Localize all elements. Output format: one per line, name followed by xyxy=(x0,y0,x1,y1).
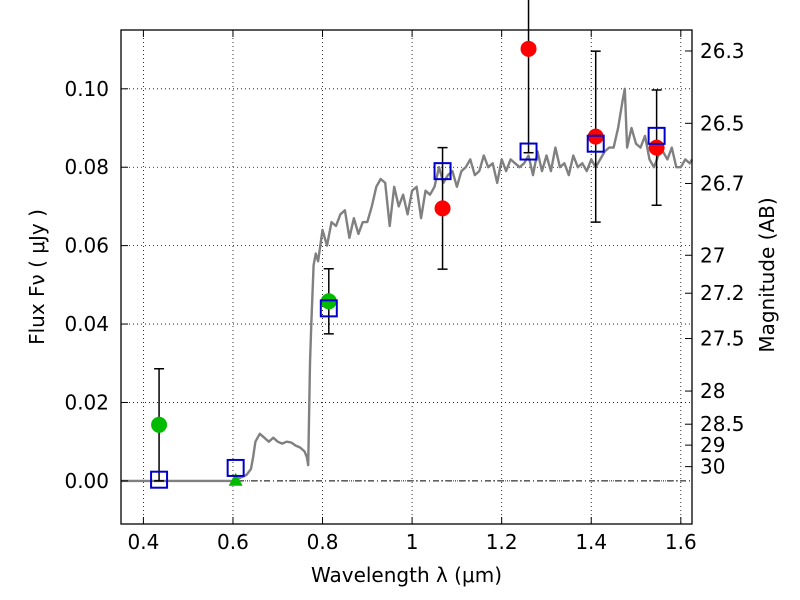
magnitude-tick-label: 28.5 xyxy=(700,412,745,436)
magnitude-tick-label: 27 xyxy=(700,243,725,267)
magnitude-tick-label: 26.5 xyxy=(700,111,745,135)
data-point-square xyxy=(433,162,452,181)
data-point-circle xyxy=(648,139,665,156)
x-tick-label: 1.6 xyxy=(665,530,697,554)
y-axis-ticks: 0.00 0.02 0.04 0.06 0.08 0.10 xyxy=(64,77,128,493)
y-tick-label: 0.08 xyxy=(64,155,109,179)
data-point-square xyxy=(226,458,245,477)
y-tick-label: 0.00 xyxy=(64,469,109,493)
x-tick-label: 0.6 xyxy=(217,530,249,554)
x-axis-label: Wavelength λ (μm) xyxy=(311,563,502,587)
magnitude-tick-label: 29 xyxy=(700,433,725,457)
spectrum-line xyxy=(121,87,694,483)
x-tick-label: 0.4 xyxy=(127,530,159,554)
grid xyxy=(121,30,692,524)
x-axis-ticks: 0.4 0.6 0.8 1 1.2 1.4 1.6 xyxy=(127,30,697,554)
y-tick-label: 0.04 xyxy=(64,312,109,336)
y-tick-label: 0.06 xyxy=(64,234,109,258)
data-point-square xyxy=(519,142,538,161)
x-tick-label: 1 xyxy=(406,530,419,554)
data-point-circle xyxy=(434,200,451,217)
x-tick-label: 0.8 xyxy=(307,530,339,554)
data-point-triangle xyxy=(228,472,243,486)
right-axis-label: Magnitude (AB) xyxy=(755,197,779,352)
data-point-square xyxy=(586,134,605,153)
magnitude-tick-label: 26.7 xyxy=(700,171,745,195)
magnitude-tick-label: 27.2 xyxy=(700,281,745,305)
data-point-square xyxy=(319,299,338,318)
x-tick-label: 1.2 xyxy=(486,530,518,554)
x-tick-label: 1.4 xyxy=(575,530,607,554)
data-point-circle xyxy=(520,40,537,57)
magnitude-tick-label: 28 xyxy=(700,379,725,403)
y-tick-label: 0.02 xyxy=(64,390,109,414)
data-point-square xyxy=(150,470,169,489)
y-tick-label: 0.10 xyxy=(64,77,109,101)
magnitude-tick-label: 27.5 xyxy=(700,327,745,351)
plot-frame xyxy=(120,29,693,525)
magnitude-tick-label: 26.3 xyxy=(700,39,745,63)
data-point-circle xyxy=(151,416,168,433)
y-axis-label: Flux Fν ( μJy ) xyxy=(25,209,49,345)
magnitude-tick-label: 30 xyxy=(700,455,725,479)
data-markers xyxy=(150,40,666,489)
error-bars xyxy=(154,0,662,482)
model-spectrum xyxy=(121,87,694,483)
data-point-square xyxy=(647,126,666,145)
